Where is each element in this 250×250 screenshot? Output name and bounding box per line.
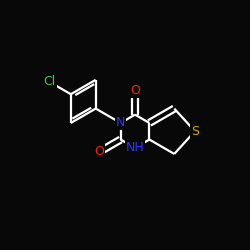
Text: NH: NH [126,141,144,154]
Text: O: O [130,84,140,97]
Text: S: S [191,125,199,138]
Text: N: N [116,116,125,130]
Text: Cl: Cl [44,76,56,88]
Text: O: O [94,145,104,158]
